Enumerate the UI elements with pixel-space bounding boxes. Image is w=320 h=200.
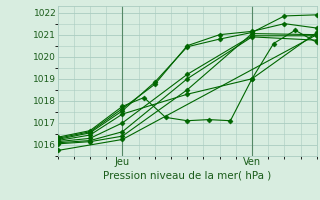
X-axis label: Pression niveau de la mer( hPa ): Pression niveau de la mer( hPa ) [103,170,271,180]
